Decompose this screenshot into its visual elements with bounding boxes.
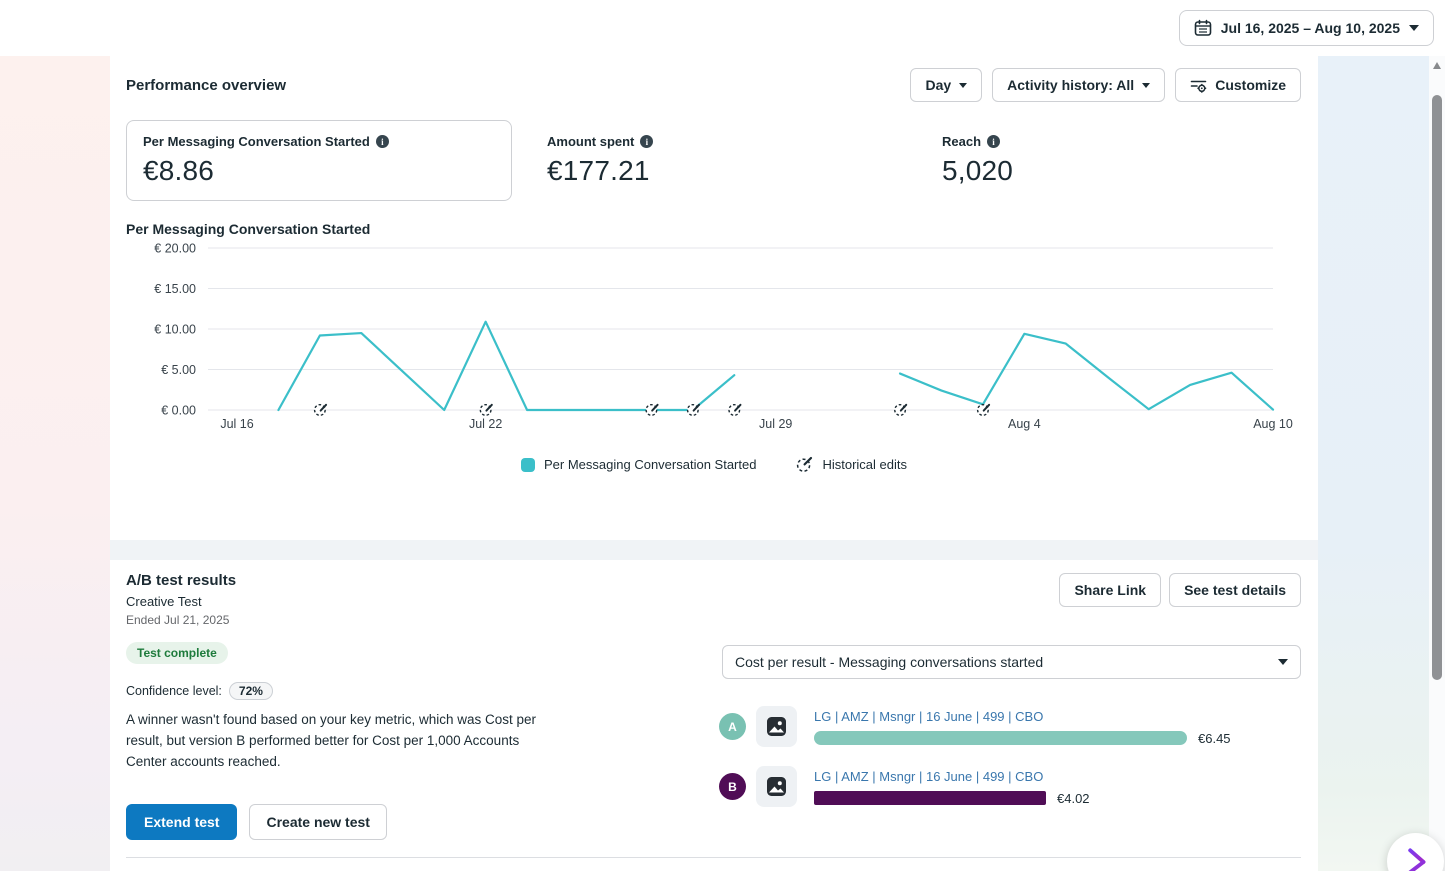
activity-history-label: Activity history: All — [1007, 77, 1135, 93]
scrollbar-up-arrow[interactable] — [1433, 62, 1441, 69]
historical-edit-marker[interactable] — [976, 403, 991, 416]
series-swatch — [521, 457, 535, 472]
metric-value: €177.21 — [547, 155, 650, 186]
extension-widget-button[interactable] — [1387, 833, 1444, 871]
share-link-label: Share Link — [1074, 582, 1147, 598]
chart-line — [898, 332, 1275, 411]
line-chart: € 0.00 € 5.00 € 10.00 € 15.00 € 20.00 Jul 16 J… — [126, 237, 1302, 440]
share-link-button[interactable]: Share Link — [1059, 573, 1162, 607]
calendar-icon — [1194, 19, 1212, 36]
ab-test-name: Creative Test — [126, 594, 202, 609]
x-tick-label: Aug 4 — [1008, 417, 1041, 431]
version-b-badge: B — [719, 773, 746, 800]
metric-value: 5,020 — [942, 155, 1014, 186]
confidence-level: Confidence level: 72% — [126, 682, 273, 700]
see-test-details-label: See test details — [1184, 582, 1286, 598]
version-a-thumbnail[interactable] — [756, 706, 797, 747]
performance-overview-card: Performance overview Day Activity histor… — [110, 56, 1318, 540]
y-tick-label: € 10.00 — [154, 323, 196, 337]
chart-legend: Per Messaging Conversation Started Histo… — [110, 456, 1318, 473]
y-tick-label: € 0.00 — [161, 404, 196, 418]
y-tick-label: € 20.00 — [154, 242, 196, 256]
result-metric-select[interactable]: Cost per result - Messaging conversation… — [722, 645, 1301, 679]
activity-history-dropdown[interactable]: Activity history: All — [992, 68, 1166, 102]
version-b-thumbnail[interactable] — [756, 766, 797, 807]
date-range-picker[interactable]: Jul 16, 2025 – Aug 10, 2025 — [1178, 10, 1434, 46]
granularity-dropdown[interactable]: Day — [910, 68, 983, 102]
info-icon[interactable] — [375, 135, 389, 148]
image-icon — [767, 777, 786, 796]
metric-value: €8.86 — [143, 155, 215, 186]
metric-card-per-messaging-conversation[interactable]: Per Messaging Conversation Started €8.86 — [126, 120, 512, 201]
chevron-down-icon — [959, 82, 968, 88]
historical-edit-marker[interactable] — [894, 403, 908, 416]
historical-edit-marker[interactable] — [479, 403, 493, 416]
extend-test-button[interactable]: Extend test — [126, 804, 238, 840]
metric-card-reach[interactable]: Reach 5,020 — [925, 120, 1030, 201]
create-new-test-button[interactable]: Create new test — [249, 804, 387, 840]
customize-settings-icon — [1190, 80, 1207, 93]
image-icon — [767, 717, 786, 736]
x-tick-label: Jul 29 — [759, 417, 792, 431]
historical-edit-marker[interactable] — [728, 403, 742, 416]
divider — [126, 857, 1301, 858]
legend-label: Historical edits — [822, 457, 907, 472]
chart-line — [277, 320, 736, 412]
right-gradient-background — [1318, 56, 1429, 871]
chevron-down-icon — [1409, 25, 1419, 31]
section-gap — [110, 540, 1318, 560]
version-b-result-value: €4.02 — [1057, 790, 1090, 806]
chart-title: Per Messaging Conversation Started — [126, 221, 371, 237]
version-a-ad-link[interactable]: LG | AMZ | Msngr | 16 June | 499 | CBO — [814, 708, 1044, 724]
date-range-label: Jul 16, 2025 – Aug 10, 2025 — [1220, 20, 1400, 36]
metric-label: Reach — [942, 134, 982, 149]
y-tick-label: € 15.00 — [154, 282, 196, 296]
chevron-down-icon — [1278, 659, 1288, 665]
historical-edit-marker[interactable] — [645, 403, 659, 416]
confidence-label: Confidence level: — [126, 684, 222, 698]
ab-test-ended-date: Ended Jul 21, 2025 — [126, 613, 230, 627]
customize-button[interactable]: Customize — [1175, 68, 1301, 102]
metric-label: Amount spent — [547, 134, 635, 149]
confidence-value-pill: 72% — [228, 682, 273, 700]
version-b-ad-link[interactable]: LG | AMZ | Msngr | 16 June | 499 | CBO — [814, 768, 1044, 784]
info-icon[interactable] — [987, 135, 1001, 148]
left-gradient-background — [0, 56, 110, 871]
legend-item-historical-edits: Historical edits — [796, 456, 907, 473]
metric-card-amount-spent[interactable]: Amount spent €177.21 — [530, 120, 925, 201]
test-summary-text: A winner wasn't found based on your key … — [126, 712, 537, 769]
see-test-details-button[interactable]: See test details — [1169, 573, 1301, 607]
granularity-label: Day — [925, 77, 952, 93]
k-logo-icon — [1407, 847, 1425, 871]
historical-edit-marker[interactable] — [313, 403, 328, 416]
metric-label: Per Messaging Conversation Started — [143, 134, 370, 149]
top-header: Jul 16, 2025 – Aug 10, 2025 — [0, 0, 1445, 56]
performance-overview-title: Performance overview — [126, 76, 287, 94]
x-tick-label: Jul 22 — [469, 417, 502, 431]
scrollbar-thumb[interactable] — [1432, 95, 1442, 680]
vertical-scrollbar[interactable] — [1429, 56, 1445, 871]
historical-edit-marker[interactable] — [686, 403, 701, 416]
history-edit-icon — [797, 456, 813, 472]
version-a-badge: A — [719, 713, 746, 740]
version-a-result-value: €6.45 — [1198, 730, 1231, 746]
version-b-result-bar — [814, 791, 1046, 805]
y-tick-label: € 5.00 — [161, 363, 196, 377]
version-b-row: B LG | AMZ | Msngr | 16 June | 499 | CBO… — [719, 766, 1090, 807]
ab-test-results-card: A/B test results Creative Test Ended Jul… — [110, 560, 1318, 871]
legend-item-series: Per Messaging Conversation Started — [521, 457, 756, 472]
x-tick-label: Aug 10 — [1253, 417, 1293, 431]
test-complete-badge: Test complete — [126, 642, 228, 664]
info-icon[interactable] — [640, 135, 654, 148]
chevron-down-icon — [1142, 82, 1151, 88]
legend-label: Per Messaging Conversation Started — [544, 457, 757, 472]
customize-label: Customize — [1215, 77, 1286, 93]
per-messaging-conversation-chart: € 0.00 € 5.00 € 10.00 € 15.00 € 20.00 Jul 16 J… — [154, 242, 1293, 432]
result-metric-selected-value: Cost per result - Messaging conversation… — [735, 654, 1044, 670]
version-a-result-bar — [814, 731, 1187, 745]
ab-test-title: A/B test results — [126, 572, 237, 589]
version-a-row: A LG | AMZ | Msngr | 16 June | 499 | CBO… — [719, 706, 1231, 747]
x-tick-label: Jul 16 — [220, 417, 253, 431]
